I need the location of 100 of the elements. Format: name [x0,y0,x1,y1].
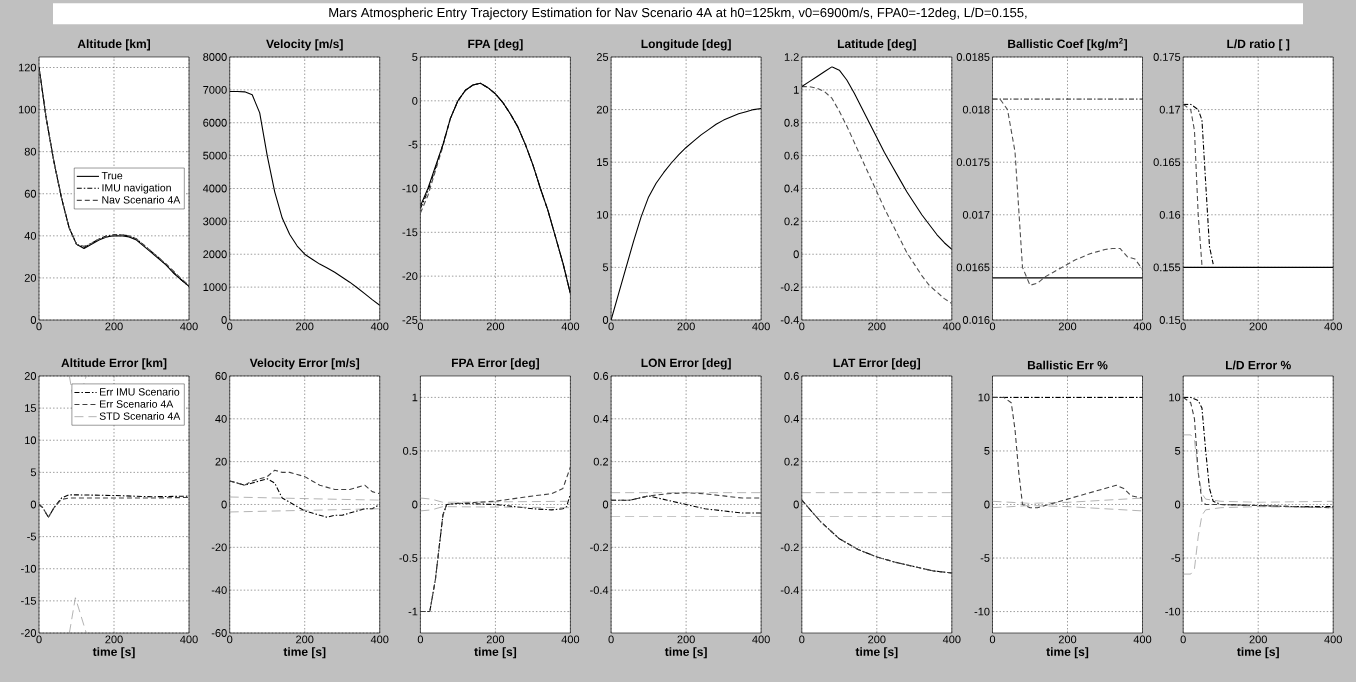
y-tick-label: -5 [408,140,418,149]
y-tick-label: 20 [596,105,609,114]
y-tick-label: 0 [793,250,799,259]
x-tick-label: 400 [1133,322,1152,331]
chart-title: L/D ratio [ ] [1227,39,1290,51]
x-tick-label: 400 [1324,322,1342,331]
y-tick-label: -5 [27,532,37,541]
y-tick-label: -0.5 [399,554,418,562]
chart-title: Altitude [km] [77,39,150,51]
y-tick-label: -5 [980,554,990,562]
x-tick-label: 0 [227,322,233,331]
y-tick-label: 15 [25,404,37,412]
legend-label: Err IMU Scenario [100,387,180,396]
y-tick-label: -0.4 [780,316,799,324]
y-tick-label: 60 [24,189,37,198]
chart-title: FPA Error [deg] [451,358,539,370]
x-tick-label: 200 [486,635,505,644]
y-tick-label: 3000 [203,217,227,226]
y-tick-label: 0 [221,500,227,509]
y-tick-label: 0.016 [962,316,990,324]
chart-title: LON Error [deg] [641,358,731,370]
x-tick-label: 400 [370,322,389,331]
y-tick-label: 0.15 [1159,316,1181,324]
y-tick-label: 0.175 [1153,53,1181,61]
x-tick-label: 200 [868,635,886,644]
y-tick-label: -1 [408,607,418,616]
x-tick-label: 400 [752,322,770,331]
y-tick-label: 0 [984,500,990,509]
x-tick-label: 400 [1133,635,1152,644]
chart-title: LAT Error [deg] [833,358,921,370]
y-tick-label: 0.16 [1159,210,1181,219]
y-tick-label: 0.6 [784,151,799,160]
y-tick-label: 40 [24,231,37,240]
y-tick-label: 0.4 [784,184,799,193]
y-tick-label: 5 [602,263,609,272]
chart-title: FPA [deg] [468,39,523,51]
y-tick-label: -10 [974,607,990,616]
y-tick-label: 4000 [202,184,227,193]
y-tick-label: 0.018 [962,105,990,114]
x-tick-label: 200 [677,322,695,331]
y-tick-label: 0 [602,500,609,509]
y-tick-label: 5 [30,468,37,477]
x-tick-label: 400 [180,635,198,644]
y-tick-label: 15 [597,158,609,167]
y-tick-label: 0.0185 [956,53,990,61]
y-tick-label: 80 [24,147,37,156]
y-tick-label: 0.0175 [956,158,990,167]
y-tick-label: 7000 [203,85,227,94]
y-tick-label: 1000 [203,283,227,292]
y-tick-label: 40 [215,414,227,423]
x-axis-title: time [s] [1046,647,1089,659]
y-tick-label: 20 [215,457,227,466]
x-tick-label: 400 [370,635,389,644]
y-tick-label: 0.4 [593,414,609,423]
chart-title: Longitude [deg] [641,39,731,51]
chart-title: Latitude [deg] [837,39,916,51]
x-tick-label: 200 [868,322,886,331]
y-tick-label: 0.2 [784,217,799,226]
x-tick-label: 0 [227,635,233,644]
x-tick-label: 200 [105,635,123,644]
y-tick-label: -40 [211,586,227,595]
y-tick-label: 5 [412,53,418,61]
x-tick-label: 200 [1058,322,1077,331]
y-tick-label: -10 [21,564,37,573]
y-tick-label: 0 [602,316,609,324]
y-tick-label: 0 [30,316,37,324]
x-tick-label: 200 [1249,635,1267,644]
y-tick-label: 25 [596,53,609,61]
y-tick-label: 5 [1175,447,1181,455]
y-tick-label: -10 [402,184,418,193]
x-axis-title: time [s] [855,647,898,659]
x-tick-label: 400 [942,635,961,644]
y-tick-label: 100 [18,105,37,114]
x-axis-title: time [s] [283,647,326,659]
y-tick-label: 0.2 [784,457,799,466]
x-tick-label: 200 [486,322,505,331]
y-tick-label: 0 [1174,500,1181,509]
y-tick-label: 10 [597,210,609,219]
legend-label: True [101,172,123,180]
y-tick-label: -0.2 [590,543,609,552]
legend-label: STD Scenario 4A [99,412,181,420]
y-tick-label: 0.6 [784,372,799,380]
y-tick-label: 1.2 [784,53,799,61]
y-tick-label: -15 [402,228,418,237]
y-tick-label: -20 [21,629,37,637]
legend-label: Nav Scenario 4A [102,195,181,204]
y-tick-label: 1 [793,86,799,94]
y-tick-label: 120 [18,63,37,72]
y-tick-label: -20 [211,543,227,552]
y-tick-label: 1 [412,393,418,402]
x-tick-label: 400 [561,635,580,644]
x-tick-label: 400 [752,635,770,644]
y-tick-label: 20 [24,274,37,282]
y-tick-label: 0.8 [784,118,799,127]
y-tick-label: 10 [25,436,37,445]
x-tick-label: 200 [677,635,695,644]
y-tick-label: 10 [1169,393,1181,402]
x-tick-label: 0 [799,635,805,644]
x-tick-label: 200 [296,322,314,331]
y-tick-label: 0.017 [962,210,990,219]
